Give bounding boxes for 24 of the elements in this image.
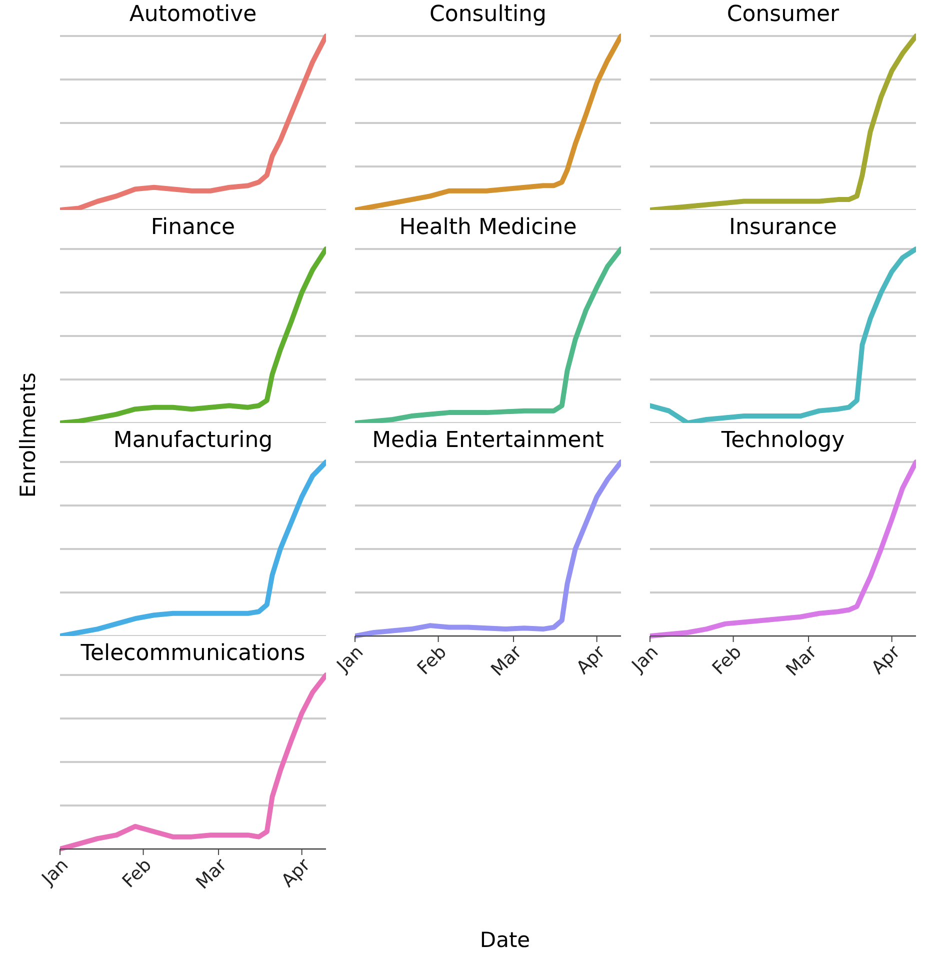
x-tick-label: Feb xyxy=(708,642,746,680)
x-axis-title: Date xyxy=(480,928,530,952)
chart-title: Automotive xyxy=(128,1,258,29)
x-tick-label: Feb xyxy=(413,642,451,680)
x-tick-label: Mar xyxy=(782,641,822,681)
x-tick-label: Jan xyxy=(37,854,73,890)
x-tick-label: Apr xyxy=(278,854,315,892)
chart-title: Media Entertainment xyxy=(371,427,605,455)
chart-title: Finance xyxy=(150,214,236,242)
chart-title: Consumer xyxy=(726,1,840,29)
chart-title: Health Medicine xyxy=(398,214,578,242)
x-tick-label: Apr xyxy=(868,641,905,679)
chart-title: Telecommunications xyxy=(80,640,306,668)
x-tick-label: Mar xyxy=(487,641,527,681)
x-tick-label: Feb xyxy=(118,854,156,892)
x-tick-label: Jan xyxy=(627,642,663,677)
chart-title: Technology xyxy=(720,427,846,455)
x-tick-label: Jan xyxy=(332,642,368,677)
chart-title: Insurance xyxy=(728,214,838,242)
x-tick-label: Mar xyxy=(192,854,232,894)
y-axis-title: Enrollments xyxy=(16,372,40,498)
x-tick-label: Apr xyxy=(572,641,610,679)
chart-title: Manufacturing xyxy=(113,428,273,453)
chart-title: Consulting xyxy=(428,1,548,29)
